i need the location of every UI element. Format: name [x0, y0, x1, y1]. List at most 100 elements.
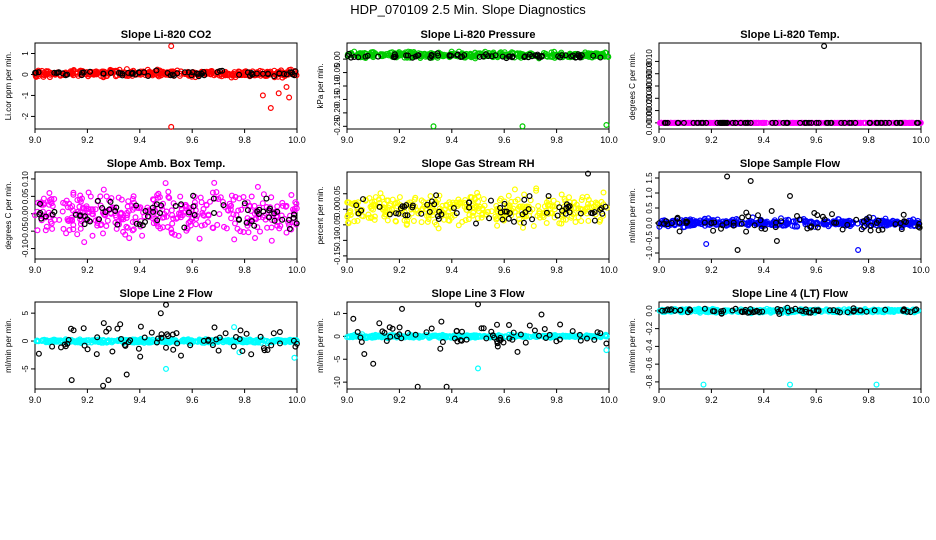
data-point — [99, 230, 106, 237]
data-point — [266, 214, 273, 221]
data-point — [84, 346, 91, 353]
data-point — [583, 335, 590, 342]
x-tick-label: 9.8 — [862, 395, 875, 405]
data-point — [584, 170, 591, 177]
data-point — [224, 70, 231, 77]
data-point — [914, 217, 921, 224]
data-point — [826, 307, 833, 314]
data-point — [605, 53, 612, 60]
data-point — [556, 336, 563, 343]
data-point — [488, 208, 495, 215]
y-tick-label: 0.0000 — [645, 110, 654, 135]
data-point — [220, 202, 227, 209]
data-point — [63, 230, 70, 237]
data-point — [377, 190, 384, 197]
data-point — [514, 196, 521, 203]
data-point — [197, 194, 204, 201]
data-point — [106, 206, 113, 213]
x-tick-label: 9.2 — [81, 395, 94, 405]
data-point — [443, 201, 450, 208]
data-point — [107, 198, 114, 205]
data-point — [879, 226, 886, 233]
data-point — [257, 333, 264, 340]
data-point — [389, 325, 396, 332]
data-point — [114, 221, 121, 228]
data-point — [105, 338, 112, 345]
y-tick-label: -0.05 — [21, 221, 30, 240]
data-point — [261, 337, 268, 344]
data-point — [597, 330, 604, 337]
data-point — [480, 325, 487, 332]
data-point — [353, 202, 360, 209]
data-point — [268, 342, 275, 349]
y-tick-label: -0.5 — [645, 231, 654, 245]
data-point — [439, 202, 446, 209]
y-tick-label: -2 — [21, 112, 30, 120]
x-tick-label: 9.8 — [550, 395, 563, 405]
x-tick-label: 10.0 — [600, 395, 618, 405]
plot-frame — [658, 301, 922, 390]
data-point — [435, 216, 442, 223]
x-tick-label: 9.8 — [862, 135, 875, 145]
data-point — [231, 324, 238, 331]
y-tick-label: -0.10 — [333, 231, 342, 250]
data-point — [793, 213, 800, 220]
plot-frame — [34, 171, 298, 260]
data-point — [103, 223, 110, 230]
data-point — [729, 307, 736, 314]
data-point — [118, 336, 125, 343]
data-point — [747, 119, 754, 126]
data-point — [386, 211, 393, 218]
data-point — [385, 197, 392, 204]
y-axis-label: degrees C per min. — [628, 52, 637, 120]
data-point — [603, 340, 610, 347]
data-point — [526, 334, 533, 341]
data-point — [211, 179, 218, 186]
data-point — [831, 219, 838, 226]
data-point — [384, 50, 391, 57]
chart-panel-5: Slope Gas Stream RH 9.0 9.2 9.4 9.6 9.8 10.0 -0… — [316, 158, 618, 275]
data-point — [286, 225, 293, 232]
data-point — [519, 123, 526, 130]
data-point — [209, 342, 216, 349]
data-point — [598, 205, 605, 212]
data-point — [543, 209, 550, 216]
data-point — [137, 323, 144, 330]
data-point — [509, 336, 516, 343]
data-point — [348, 333, 355, 340]
data-point — [778, 218, 785, 225]
data-point — [511, 186, 518, 193]
data-point — [562, 216, 569, 223]
data-point — [213, 189, 220, 196]
data-point — [786, 193, 793, 200]
data-point — [286, 94, 293, 101]
data-point — [366, 195, 373, 202]
data-point — [77, 212, 84, 219]
data-point — [42, 339, 49, 346]
y-tick-label: -0.05 — [333, 63, 342, 82]
data-point — [396, 324, 403, 331]
data-point — [174, 340, 181, 347]
data-point — [734, 247, 741, 254]
data-point — [519, 224, 526, 231]
data-point — [351, 48, 358, 55]
data-point — [158, 331, 165, 338]
data-point — [271, 217, 278, 224]
data-point — [207, 198, 214, 205]
data-point — [852, 119, 859, 126]
data-point — [238, 206, 245, 213]
data-point — [142, 208, 149, 215]
data-point — [488, 53, 495, 60]
data-point — [365, 214, 372, 221]
data-point — [701, 305, 708, 312]
data-point — [412, 194, 419, 201]
data-point — [155, 335, 162, 342]
data-point — [789, 218, 796, 225]
data-point — [579, 194, 586, 201]
data-point — [181, 69, 188, 76]
data-point — [153, 201, 160, 208]
y-axis-label: ml/min per min. — [628, 318, 637, 373]
data-point — [86, 68, 93, 75]
data-point — [561, 196, 568, 203]
data-point — [436, 192, 443, 199]
